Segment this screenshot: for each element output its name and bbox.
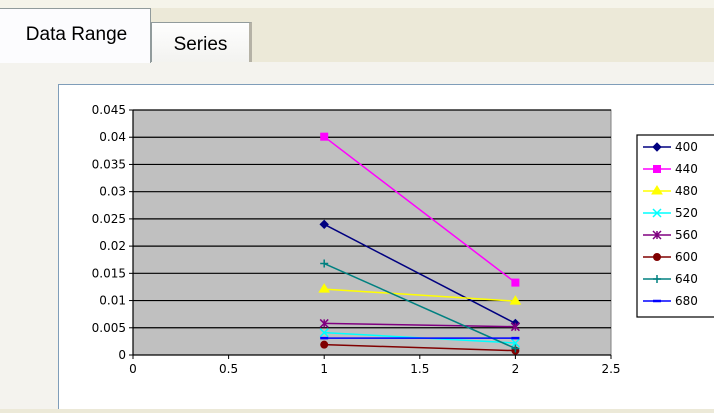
x-tick-label: 1	[320, 362, 328, 376]
series-point	[318, 283, 331, 293]
x-tick-label: 1.5	[410, 362, 429, 376]
series-point	[319, 219, 329, 230]
legend-label: 440	[675, 162, 698, 176]
legend-label: 520	[675, 206, 698, 220]
y-tick-label: 0.015	[92, 266, 126, 280]
y-tick-label: 0.025	[92, 212, 126, 226]
series-point	[319, 328, 329, 338]
legend-label: 600	[675, 250, 698, 264]
y-tick-label: 0.02	[99, 239, 126, 253]
legend-label: 560	[675, 228, 698, 242]
y-tick-label: 0.04	[99, 130, 126, 144]
series-point	[652, 230, 662, 240]
series-point	[320, 132, 329, 141]
tab-bar: Series	[0, 8, 714, 68]
x-tick-label: 2	[512, 362, 520, 376]
legend-label: 680	[675, 294, 698, 308]
legend-label: 400	[675, 140, 698, 154]
dialog-top-strip	[0, 0, 714, 8]
series-line	[324, 322, 516, 328]
series-point	[320, 340, 329, 349]
series-line	[324, 343, 516, 352]
series-point	[651, 185, 663, 195]
legend-label: 480	[675, 184, 698, 198]
series-point	[319, 318, 329, 328]
x-tick-label: 0.5	[219, 362, 238, 376]
series-line	[323, 136, 516, 284]
legend-box	[636, 134, 714, 318]
series-point	[653, 165, 661, 173]
series-line	[323, 223, 516, 325]
series-line	[323, 262, 516, 350]
series-point	[511, 278, 520, 287]
chart-preview: 0 0.005 0.01 0.015 0.02 0.025 0.03 0.035 0.04 0.0…	[58, 84, 714, 409]
series-point	[511, 344, 520, 353]
y-tick-label: 0.005	[92, 321, 126, 335]
series-point	[510, 322, 520, 332]
y-tick-label: 0	[118, 348, 126, 362]
series-point	[653, 253, 661, 261]
y-tick-label: 0.01	[99, 294, 126, 308]
series-point	[653, 275, 661, 283]
series-point	[320, 259, 329, 268]
series-point	[509, 295, 522, 305]
x-tick-label: 0	[129, 362, 137, 376]
chart-svg: 0 0.005 0.01 0.015 0.02 0.025 0.03 0.035 0.04 0.0…	[92, 103, 714, 376]
tab-data-range[interactable]: Data Range	[0, 8, 151, 63]
plot-area	[132, 109, 612, 356]
series-line	[324, 288, 516, 302]
series-point	[510, 338, 520, 348]
tab-series[interactable]: Series	[151, 22, 252, 68]
y-tick-label: 0.03	[99, 185, 126, 199]
x-tick-label: 2.5	[601, 362, 620, 376]
series-point	[652, 142, 662, 152]
legend-label: 640	[675, 272, 698, 286]
y-tick-label: 0.035	[92, 157, 126, 171]
y-tick-label: 0.045	[92, 103, 126, 117]
series-point	[652, 208, 662, 218]
